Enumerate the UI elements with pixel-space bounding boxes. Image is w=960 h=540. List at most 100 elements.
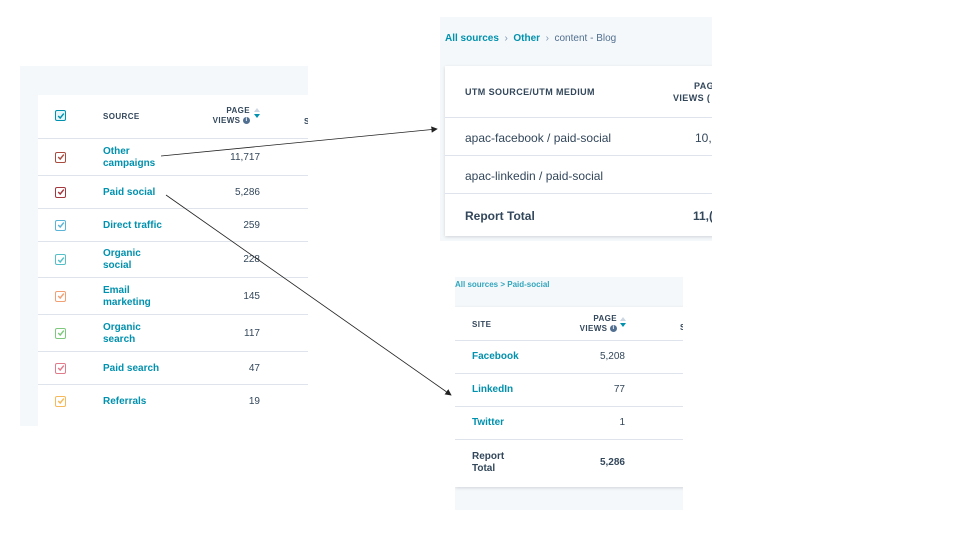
source-label-line2: search [103, 333, 136, 345]
site-table: SITE PAGE VIEWS i S Facebook 5,208 Linke… [455, 307, 683, 487]
breadcrumb-other[interactable]: Other [513, 33, 541, 44]
info-icon[interactable]: i [610, 325, 617, 333]
report-total-value: 5,286 [599, 457, 625, 468]
source-page-views: 19 [248, 395, 260, 407]
source-page-views: 11,717 [230, 151, 260, 163]
site-page-views: 77 [613, 384, 625, 395]
table-row[interactable]: Referrals 19 [38, 384, 308, 418]
column-utm-source-medium[interactable]: UTM SOURCE/UTM MEDIUM [465, 87, 595, 97]
source-label-line1: Organic [103, 321, 141, 333]
source-page-views: 5,286 [234, 186, 260, 198]
source-page-views: 117 [244, 327, 260, 339]
sort-down-icon[interactable] [254, 114, 260, 118]
row-checkbox[interactable] [55, 151, 66, 163]
column-cut: S [304, 117, 308, 126]
report-total-value: 11,( [693, 209, 712, 223]
sort-down-icon[interactable] [620, 323, 626, 327]
site-link[interactable]: Twitter [472, 417, 505, 428]
select-all-checkbox[interactable] [55, 110, 66, 121]
info-icon[interactable]: i [243, 117, 250, 125]
source-link[interactable]: Paid search [103, 363, 159, 375]
source-link[interactable]: Other campaigns [103, 146, 155, 170]
column-source[interactable]: SOURCE [103, 112, 140, 121]
column-page-views[interactable]: PAG VIEWS ( [660, 80, 712, 104]
table-row[interactable]: Facebook 5,208 [455, 340, 683, 374]
table-row[interactable]: apac-linkedin / paid-social : [445, 155, 712, 194]
check-icon [57, 330, 64, 337]
row-checkbox[interactable] [55, 219, 66, 231]
source-label-line1: Referrals [103, 395, 147, 407]
table-row[interactable]: Other campaigns 11,717 [38, 138, 308, 176]
table-row[interactable]: Paid social 5,286 [38, 175, 308, 209]
check-icon [57, 398, 64, 405]
source-link[interactable]: Organic social [103, 248, 141, 272]
table-row[interactable]: apac-facebook / paid-social 10,7 [445, 117, 712, 156]
column-page-views[interactable]: PAGE VIEWS i [198, 106, 250, 126]
source-link[interactable]: Email marketing [103, 285, 151, 309]
report-total-row: Report Total 5,286 [455, 439, 683, 488]
table-row[interactable]: Organic search 117 [38, 314, 308, 352]
column-page-views-line2: VIEWS ( [673, 93, 711, 103]
table-row[interactable]: Twitter 1 [455, 406, 683, 440]
report-total-label: Report Total [472, 451, 504, 475]
source-link[interactable]: Referrals [103, 396, 146, 408]
source-label-line1: Paid social [103, 186, 156, 198]
source-page-views: 145 [243, 290, 260, 302]
source-link[interactable]: Paid social [103, 187, 155, 199]
source-label-line1: Email [103, 284, 130, 296]
check-icon [57, 112, 64, 119]
check-icon [57, 189, 64, 196]
row-checkbox[interactable] [55, 327, 66, 339]
utm-report-panel: All sources › Other › content - Blog UTM… [440, 17, 712, 241]
table-row[interactable]: Direct traffic 259 [38, 208, 308, 242]
table-row[interactable]: Paid search 47 [38, 351, 308, 385]
row-checkbox[interactable] [55, 362, 66, 374]
site-page-views: 1 [619, 417, 625, 428]
source-label-line2: social [103, 260, 132, 271]
utm-label: apac-linkedin / paid-social [465, 169, 604, 183]
breadcrumb: All sources › Other › content - Blog [445, 33, 616, 44]
check-icon [57, 293, 64, 300]
breadcrumb[interactable]: All sources > Paid-social [455, 280, 550, 289]
report-total-row: Report Total 11,( [445, 193, 712, 237]
utm-label: apac-facebook / paid-social [465, 131, 612, 145]
column-page-views-line1: PAG [694, 81, 712, 91]
utm-page-views: : [711, 169, 712, 183]
column-site[interactable]: SITE [472, 320, 492, 329]
source-report-panel: SOURCE PAGE VIEWS i S Other campaigns 11,7… [20, 66, 308, 426]
column-cut: S [680, 323, 683, 332]
source-page-views: 228 [243, 254, 260, 265]
source-label-line2: campaigns [103, 157, 156, 169]
breadcrumb-current: content - Blog [554, 33, 617, 44]
source-table: SOURCE PAGE VIEWS i S Other campaigns 11,7… [38, 95, 308, 426]
row-checkbox[interactable] [55, 186, 66, 198]
site-link[interactable]: Facebook [472, 351, 519, 362]
column-page-views[interactable]: PAGE VIEWS i [565, 314, 617, 334]
row-checkbox[interactable] [55, 395, 66, 407]
source-page-views: 47 [248, 362, 260, 374]
report-total-label-line1: Report [472, 451, 505, 462]
source-link[interactable]: Direct traffic [103, 220, 162, 232]
table-row[interactable]: Email marketing 145 [38, 277, 308, 315]
source-link[interactable]: Organic search [103, 322, 141, 346]
table-row[interactable]: LinkedIn 77 [455, 373, 683, 407]
report-total-label: Report Total [465, 209, 535, 223]
site-page-views: 5,208 [599, 351, 625, 362]
row-checkbox[interactable] [55, 254, 66, 265]
source-page-views: 259 [243, 219, 260, 231]
sort-up-icon[interactable] [254, 108, 260, 112]
utm-table: UTM SOURCE/UTM MEDIUM PAG VIEWS ( apac-f… [445, 66, 712, 236]
source-label-line1: Direct traffic [103, 219, 162, 231]
check-icon [57, 365, 64, 372]
breadcrumb-all-sources[interactable]: All sources [445, 33, 499, 44]
row-checkbox[interactable] [55, 290, 66, 302]
report-total-label-line2: Total [472, 463, 496, 474]
source-label-line1: Organic [103, 248, 141, 259]
breadcrumb-separator: › [542, 33, 552, 44]
site-link[interactable]: LinkedIn [472, 384, 514, 395]
sort-up-icon[interactable] [620, 317, 626, 321]
check-icon [57, 154, 64, 161]
column-page-views-line1: PAGE [226, 106, 250, 115]
column-page-views-line1: PAGE [593, 314, 617, 323]
table-row[interactable]: Organic social 228 [38, 241, 308, 278]
